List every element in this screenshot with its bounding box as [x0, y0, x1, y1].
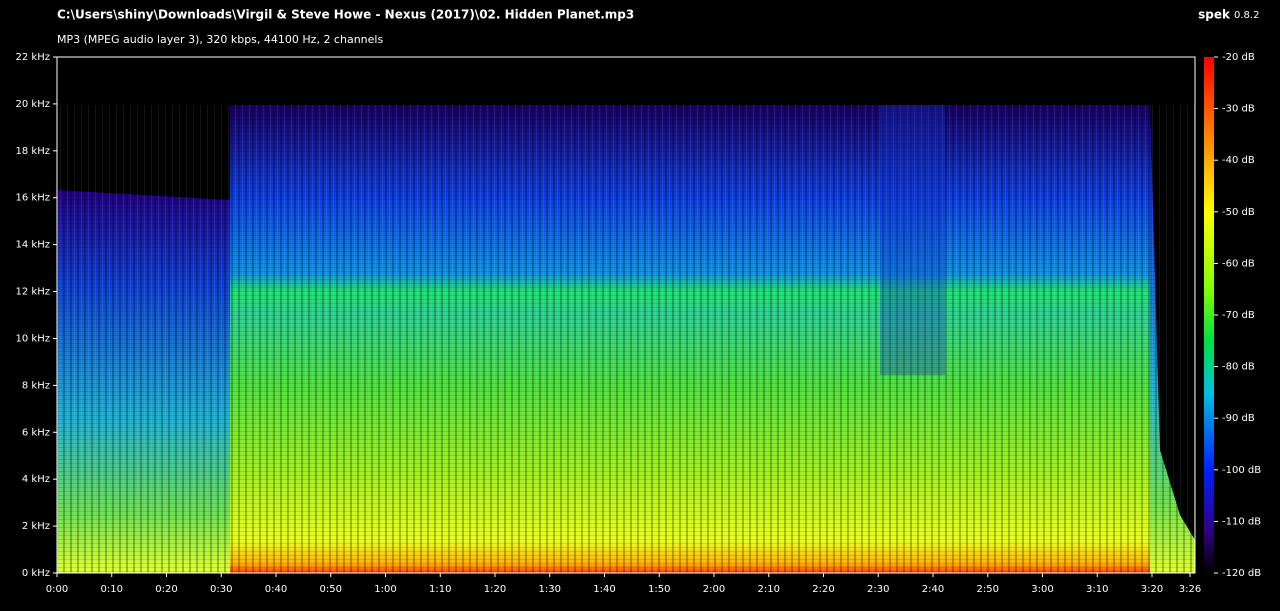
- y-tick-label: 14 kHz: [16, 240, 50, 251]
- shade: [880, 105, 945, 375]
- plot-frame: [56, 56, 1196, 574]
- level-label: -120 dB: [1222, 568, 1261, 579]
- file-title: C:\Users\shiny\Downloads\Virgil & Steve …: [57, 8, 634, 22]
- x-tick-label: 1:10: [429, 584, 451, 595]
- y-tick-label: 20 kHz: [16, 99, 50, 110]
- y-tick-label: 8 kHz: [22, 380, 50, 391]
- level-label: -90 dB: [1222, 413, 1255, 424]
- app-version: 0.8.2: [1234, 10, 1259, 21]
- x-tick-label: 1:50: [648, 584, 670, 595]
- x-tick-label: 2:40: [922, 584, 944, 595]
- x-tick-label: 1:20: [484, 584, 506, 595]
- y-tick-label: 2 kHz: [22, 521, 50, 532]
- y-tick-label: 6 kHz: [22, 427, 50, 438]
- y-tick-label: 10 kHz: [16, 333, 50, 344]
- level-label: -20 dB: [1222, 52, 1255, 63]
- level-label: -30 dB: [1222, 104, 1255, 115]
- texture: [57, 105, 1195, 573]
- x-tick-label: 0:20: [155, 584, 177, 595]
- y-tick-label: 16 kHz: [16, 193, 50, 204]
- x-tick-label: 3:00: [1031, 584, 1053, 595]
- y-tick-label: 0 kHz: [22, 568, 50, 579]
- level-label: -70 dB: [1222, 310, 1255, 321]
- level-label: -100 dB: [1222, 465, 1261, 476]
- spectrogram: [56, 56, 1196, 574]
- level-label: -110 dB: [1222, 516, 1261, 527]
- y-tick-label: 22 kHz: [16, 52, 50, 63]
- x-tick-label: 0:40: [265, 584, 287, 595]
- x-tick-label: 3:10: [1086, 584, 1108, 595]
- y-tick-label: 12 kHz: [16, 287, 50, 298]
- level-bar: [1204, 57, 1214, 573]
- x-tick-label: 0:30: [210, 584, 232, 595]
- x-tick-label: 0:00: [46, 584, 68, 595]
- x-tick-label: 1:00: [374, 584, 396, 595]
- x-tick-label: 0:50: [320, 584, 342, 595]
- file-info: MP3 (MPEG audio layer 3), 320 kbps, 4410…: [57, 33, 383, 46]
- level-label: -60 dB: [1222, 258, 1255, 269]
- y-tick-label: 4 kHz: [22, 474, 50, 485]
- axes: 0 kHz 2 kHz 4 kHz 6 kHz 8 kHz 10 kHz 12 kHz 14 …: [16, 52, 1262, 595]
- x-tick-label: 3:20: [1141, 584, 1163, 595]
- app-name: spek: [1198, 8, 1231, 22]
- level-label: -80 dB: [1222, 362, 1255, 373]
- level-label: -40 dB: [1222, 155, 1255, 166]
- x-tick-label: 2:20: [812, 584, 834, 595]
- x-tick-label: 0:10: [101, 584, 123, 595]
- x-tick-label: 2:00: [703, 584, 725, 595]
- x-tick-label: 1:30: [539, 584, 561, 595]
- x-tick-label: 2:10: [758, 584, 780, 595]
- x-tick-label: 1:40: [593, 584, 615, 595]
- y-tick-label: 18 kHz: [16, 146, 50, 157]
- level-label: -50 dB: [1222, 207, 1255, 218]
- x-tick-label: 2:50: [977, 584, 999, 595]
- x-tick-label: 2:30: [867, 584, 889, 595]
- x-tick-label: 3:26: [1179, 584, 1201, 595]
